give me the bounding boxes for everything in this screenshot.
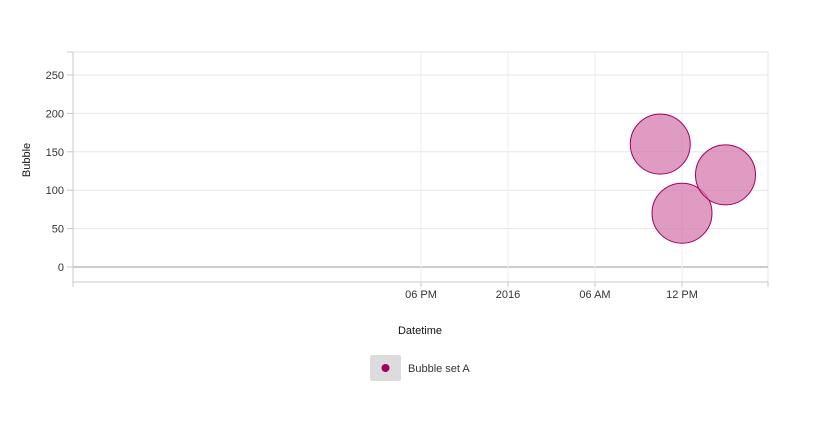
- bubble-series: [629, 113, 756, 244]
- y-tick-label: 100: [46, 185, 64, 197]
- legend-marker-icon: [381, 364, 390, 372]
- x-tick-label: 12 PM: [666, 289, 698, 301]
- y-tick-label: 200: [46, 108, 64, 120]
- y-axis-title: Bubble: [21, 143, 33, 177]
- y-tick-label: 50: [52, 224, 64, 236]
- legend-label: Bubble set A: [408, 363, 470, 375]
- y-tick-label: 250: [46, 70, 64, 82]
- bubble-point[interactable]: [629, 113, 691, 175]
- plot-area: [629, 113, 756, 244]
- bubble-point[interactable]: [651, 182, 713, 244]
- x-tick-label: 2016: [496, 289, 520, 301]
- tick-labels: 0 50 100 150 200 250 06 PM 2016 06 AM 12 PM: [46, 70, 698, 301]
- y-tick-label: 150: [46, 147, 64, 159]
- x-tick-label: 06 PM: [405, 289, 437, 301]
- axes: [67, 51, 769, 287]
- x-tick-label: 06 AM: [579, 289, 610, 301]
- x-axis-title: Datetime: [398, 325, 442, 337]
- y-tick-label: 0: [58, 262, 64, 274]
- legend[interactable]: Bubble set A: [370, 355, 470, 381]
- bubble-point[interactable]: [695, 144, 756, 206]
